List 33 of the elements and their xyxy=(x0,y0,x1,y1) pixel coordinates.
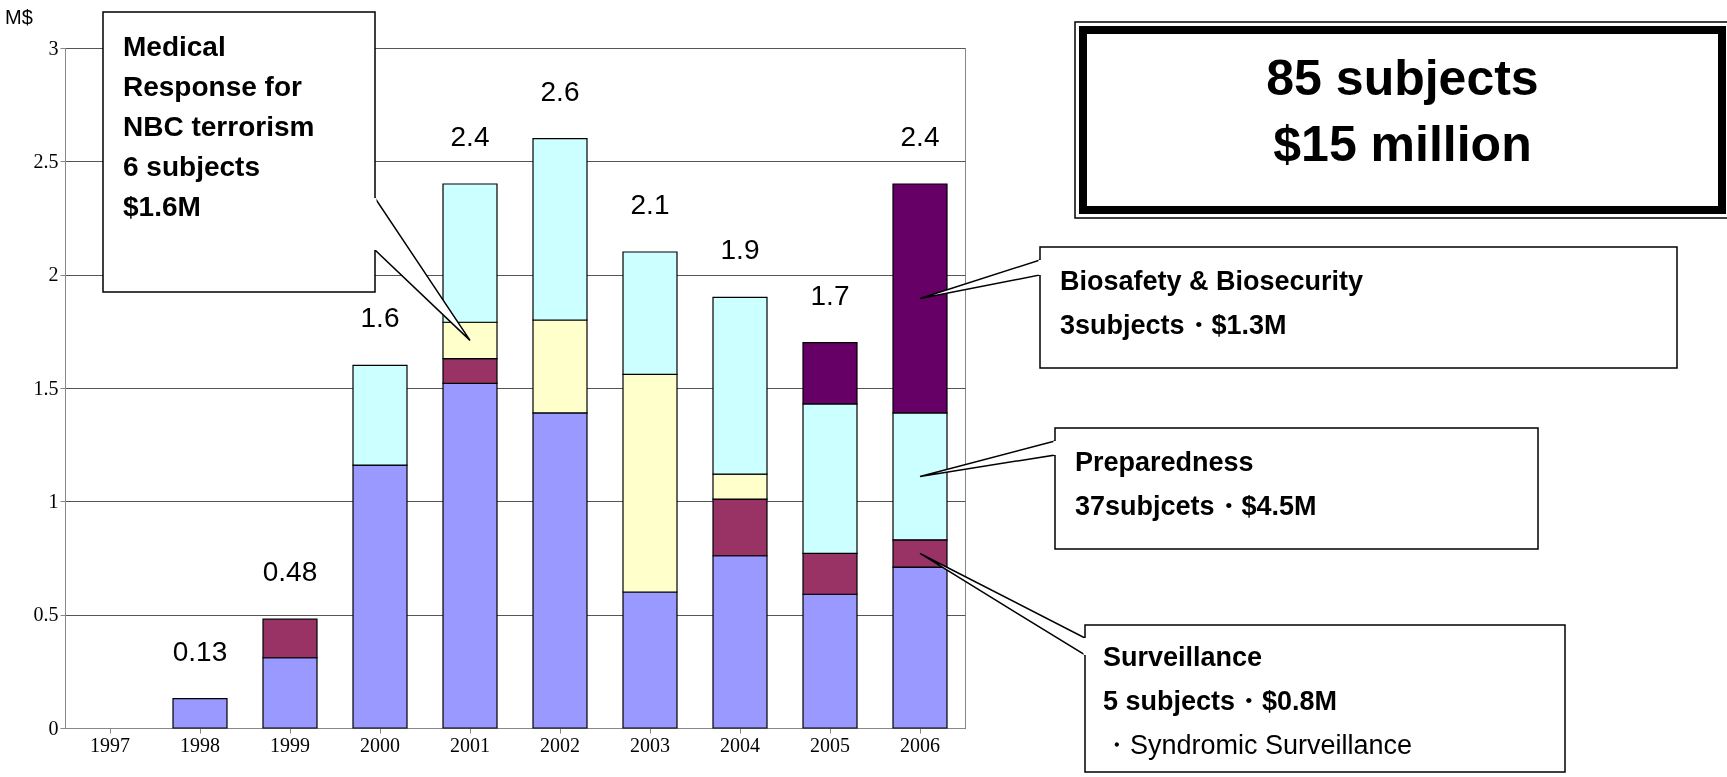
x-tick-label: 2001 xyxy=(450,733,490,756)
y-tick-label: 1.5 xyxy=(33,376,59,399)
y-tick-label: 0 xyxy=(48,716,59,739)
total-label: 0.48 xyxy=(262,556,318,588)
text: Preparedness 37subjcets・$4.5M xyxy=(1075,446,1317,521)
x-tick-label: 2002 xyxy=(540,733,580,756)
total-label: 0.13 xyxy=(172,635,228,667)
total-label: 1.6 xyxy=(360,302,400,334)
total-label: 2.1 xyxy=(630,189,670,220)
total-label: 2.4 xyxy=(450,121,490,152)
y-tick-label: 2.5 xyxy=(33,149,59,172)
x-tick-label: 2000 xyxy=(360,733,400,756)
total-label: 1.7 xyxy=(810,279,850,311)
x-tick-label: 2004 xyxy=(720,733,760,756)
x-tick-label: 1997 xyxy=(90,733,130,756)
total-label: 2.4 xyxy=(900,121,940,152)
annotation: Medical Response for NBC terrorism 6 subjects $1.6M xyxy=(123,30,315,222)
text: 85 subjects $15 million xyxy=(1266,49,1539,172)
y-tick-label: 0.5 xyxy=(33,603,59,626)
x-tick-label: 1999 xyxy=(270,733,310,756)
total-label: 1.9 xyxy=(720,234,760,266)
y-tick-label: 1 xyxy=(48,489,59,512)
y-tick-label: 3 xyxy=(48,36,59,59)
y-axis-title: M$ xyxy=(5,6,33,28)
text: Surveillance 5 subjects・$0.8M ・Syndromic Surveillance xyxy=(1103,641,1413,760)
x-tick-label: 2006 xyxy=(900,733,940,756)
y-tick-label: 2 xyxy=(48,263,59,286)
text: Biosafety & Biosecurity 3subjects・$1.3M xyxy=(1060,265,1364,340)
x-tick-label: 2003 xyxy=(630,733,670,756)
bar xyxy=(172,697,228,729)
total-label: 2.6 xyxy=(540,75,580,107)
x-tick-label: 2005 xyxy=(810,733,850,756)
x-tick-label: 1998 xyxy=(180,733,220,756)
